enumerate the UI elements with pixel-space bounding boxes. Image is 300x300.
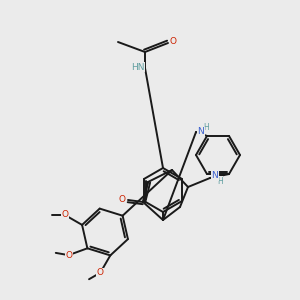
- Text: O: O: [118, 196, 125, 205]
- Text: O: O: [97, 268, 104, 277]
- Text: HN: HN: [131, 62, 145, 71]
- Text: H: H: [203, 124, 209, 133]
- Text: N: N: [198, 128, 204, 136]
- Text: O: O: [169, 38, 176, 46]
- Text: H: H: [217, 176, 223, 185]
- Text: N: N: [212, 172, 218, 181]
- Text: O: O: [61, 210, 68, 219]
- Text: O: O: [65, 250, 72, 260]
